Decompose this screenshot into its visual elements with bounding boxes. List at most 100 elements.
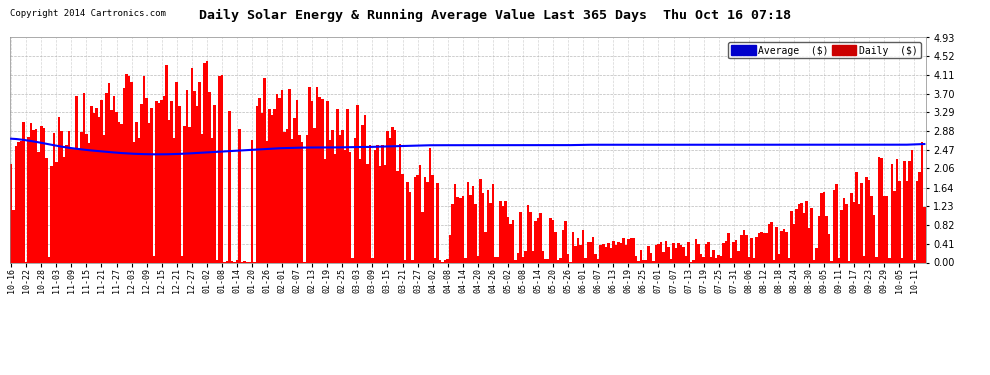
Bar xyxy=(893,191,896,262)
Bar xyxy=(98,117,100,262)
Bar xyxy=(838,258,841,262)
Bar xyxy=(695,239,697,262)
Bar xyxy=(427,182,429,262)
Bar xyxy=(906,181,908,262)
Bar xyxy=(875,257,878,262)
Bar xyxy=(594,254,597,262)
Bar xyxy=(108,83,110,262)
Bar xyxy=(165,65,168,262)
Bar xyxy=(301,142,304,262)
Bar xyxy=(178,106,180,262)
Bar xyxy=(667,247,670,262)
Bar xyxy=(190,68,193,262)
Bar xyxy=(133,142,136,262)
Bar xyxy=(847,261,850,262)
Bar xyxy=(572,232,574,262)
Bar xyxy=(762,233,765,262)
Bar xyxy=(730,258,733,262)
Bar xyxy=(206,61,208,262)
Bar xyxy=(855,172,858,262)
Bar xyxy=(371,258,373,262)
Bar xyxy=(221,75,223,262)
Bar xyxy=(319,97,321,262)
Bar xyxy=(672,243,675,262)
Bar xyxy=(514,260,517,262)
Bar xyxy=(173,138,175,262)
Bar xyxy=(589,242,592,262)
Bar xyxy=(170,101,173,262)
Bar xyxy=(422,212,424,262)
Bar xyxy=(10,164,13,262)
Bar xyxy=(33,130,35,262)
Bar xyxy=(584,258,587,262)
Bar xyxy=(627,240,630,262)
Bar xyxy=(659,242,662,262)
Bar xyxy=(62,157,65,262)
Bar xyxy=(564,220,567,262)
Bar xyxy=(409,192,411,262)
Bar xyxy=(311,101,314,262)
Bar xyxy=(880,158,883,262)
Bar xyxy=(389,138,391,262)
Bar xyxy=(356,105,358,262)
Bar xyxy=(394,130,396,262)
Bar xyxy=(60,131,62,262)
Bar xyxy=(831,261,833,262)
Bar xyxy=(923,207,926,262)
Bar xyxy=(373,150,376,262)
Bar xyxy=(487,190,489,262)
Bar xyxy=(45,158,48,262)
Bar xyxy=(121,124,123,262)
Bar xyxy=(40,126,43,262)
Bar xyxy=(384,165,386,262)
Bar xyxy=(376,145,379,262)
Bar xyxy=(273,109,276,262)
Bar xyxy=(559,258,562,262)
Bar xyxy=(522,257,525,262)
Bar xyxy=(735,240,738,262)
Bar xyxy=(339,135,342,262)
Bar xyxy=(530,212,532,262)
Bar xyxy=(896,159,898,262)
Bar xyxy=(434,258,437,262)
Bar xyxy=(643,260,644,262)
Bar xyxy=(52,133,55,262)
Bar xyxy=(635,256,638,262)
Bar xyxy=(680,245,682,262)
Bar xyxy=(685,256,687,262)
Bar xyxy=(718,255,720,262)
Bar xyxy=(677,243,680,262)
Bar xyxy=(298,135,301,262)
Bar xyxy=(469,195,471,262)
Bar xyxy=(640,250,643,262)
Bar xyxy=(800,202,803,262)
Bar xyxy=(82,93,85,262)
Bar xyxy=(842,198,845,262)
Bar xyxy=(592,237,594,262)
Bar xyxy=(152,256,155,262)
Bar xyxy=(148,123,150,262)
Bar xyxy=(745,235,747,262)
Bar xyxy=(417,176,419,262)
Bar xyxy=(265,141,268,262)
Bar xyxy=(291,139,293,262)
Bar xyxy=(23,122,25,262)
Bar xyxy=(158,103,160,262)
Bar xyxy=(321,99,324,262)
Bar xyxy=(358,159,361,262)
Bar xyxy=(203,63,206,262)
Bar xyxy=(740,236,742,262)
Bar xyxy=(437,183,439,262)
Bar xyxy=(406,182,409,262)
Bar xyxy=(713,250,715,262)
Bar xyxy=(444,260,446,262)
Bar xyxy=(484,232,487,262)
Bar xyxy=(150,108,152,262)
Bar xyxy=(556,260,559,262)
Bar xyxy=(401,174,404,262)
Bar xyxy=(833,190,836,262)
Bar xyxy=(562,230,564,262)
Bar xyxy=(883,196,885,262)
Bar xyxy=(489,202,492,262)
Bar xyxy=(664,242,667,262)
